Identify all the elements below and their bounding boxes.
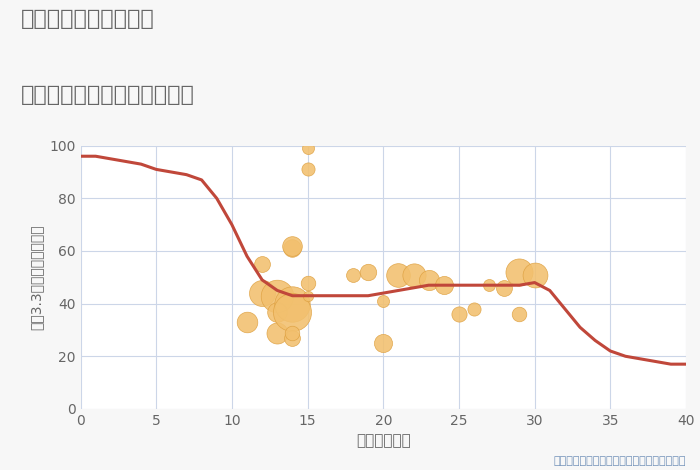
Point xyxy=(302,145,313,152)
Point xyxy=(287,329,298,337)
Point xyxy=(241,318,253,326)
Point xyxy=(272,308,283,315)
Point xyxy=(302,292,313,299)
Point xyxy=(287,244,298,252)
Point xyxy=(363,268,374,276)
Point xyxy=(347,271,358,278)
Point xyxy=(498,284,510,291)
Text: 兵庫県三田市下深田の: 兵庫県三田市下深田の xyxy=(21,9,155,30)
Point xyxy=(256,290,267,297)
Point xyxy=(378,297,389,305)
X-axis label: 築年数（年）: 築年数（年） xyxy=(356,433,411,448)
Point xyxy=(438,282,449,289)
Point xyxy=(272,329,283,337)
Point xyxy=(302,165,313,173)
Point xyxy=(287,308,298,315)
Point xyxy=(529,271,540,278)
Point xyxy=(454,310,465,318)
Point xyxy=(287,300,298,307)
Text: 円の大きさは、取引のあった物件面積を示す: 円の大きさは、取引のあった物件面積を示す xyxy=(554,456,686,466)
Y-axis label: 坪（3.3㎡）単価（万円）: 坪（3.3㎡）単価（万円） xyxy=(29,225,43,330)
Point xyxy=(287,242,298,250)
Point xyxy=(302,279,313,286)
Point xyxy=(468,305,480,313)
Point xyxy=(484,282,495,289)
Point xyxy=(514,310,525,318)
Point xyxy=(378,339,389,347)
Point xyxy=(408,271,419,278)
Point xyxy=(393,271,404,278)
Point xyxy=(287,334,298,342)
Text: 築年数別中古マンション価格: 築年数別中古マンション価格 xyxy=(21,85,195,105)
Point xyxy=(256,260,267,268)
Point xyxy=(514,268,525,276)
Point xyxy=(272,292,283,299)
Point xyxy=(423,276,434,284)
